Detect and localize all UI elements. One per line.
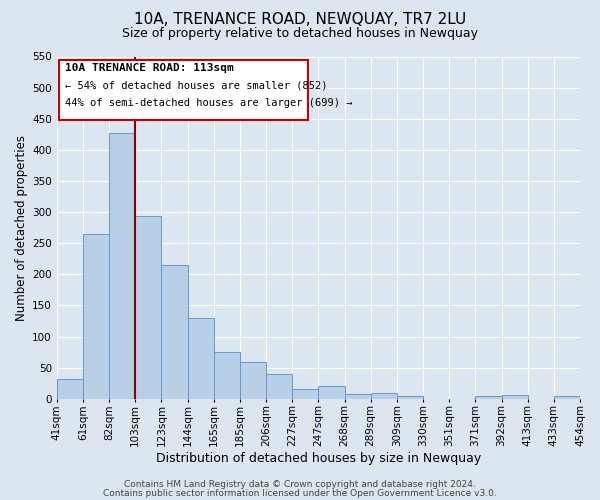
Text: ← 54% of detached houses are smaller (852): ← 54% of detached houses are smaller (85… bbox=[65, 80, 327, 90]
Bar bbox=[109, 133, 135, 399]
Bar bbox=[292, 390, 319, 399]
Bar bbox=[475, 396, 502, 399]
Text: 44% of semi-detached houses are larger (699) →: 44% of semi-detached houses are larger (… bbox=[65, 98, 352, 108]
Bar bbox=[397, 396, 423, 399]
Text: 10A TRENANCE ROAD: 113sqm: 10A TRENANCE ROAD: 113sqm bbox=[65, 64, 233, 74]
Bar bbox=[371, 392, 397, 399]
Bar bbox=[135, 216, 161, 399]
Bar bbox=[240, 362, 266, 399]
FancyBboxPatch shape bbox=[59, 60, 308, 120]
Bar bbox=[319, 386, 344, 399]
Text: 10A, TRENANCE ROAD, NEWQUAY, TR7 2LU: 10A, TRENANCE ROAD, NEWQUAY, TR7 2LU bbox=[134, 12, 466, 28]
Bar bbox=[502, 395, 527, 399]
Bar bbox=[57, 379, 83, 399]
Bar bbox=[188, 318, 214, 399]
X-axis label: Distribution of detached houses by size in Newquay: Distribution of detached houses by size … bbox=[156, 452, 481, 465]
Bar bbox=[161, 265, 188, 399]
Text: Contains HM Land Registry data © Crown copyright and database right 2024.: Contains HM Land Registry data © Crown c… bbox=[124, 480, 476, 489]
Bar bbox=[554, 396, 580, 399]
Text: Size of property relative to detached houses in Newquay: Size of property relative to detached ho… bbox=[122, 28, 478, 40]
Text: Contains public sector information licensed under the Open Government Licence v3: Contains public sector information licen… bbox=[103, 489, 497, 498]
Y-axis label: Number of detached properties: Number of detached properties bbox=[15, 134, 28, 320]
Bar bbox=[266, 374, 292, 399]
Bar bbox=[214, 352, 240, 399]
Bar bbox=[83, 234, 109, 399]
Bar bbox=[344, 394, 371, 399]
